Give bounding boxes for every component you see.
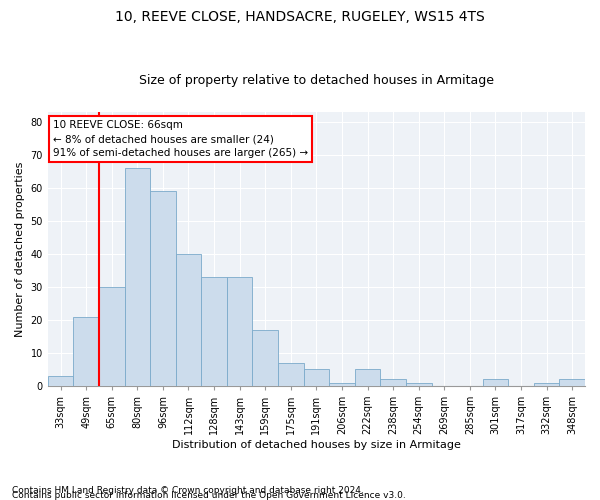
Text: 10, REEVE CLOSE, HANDSACRE, RUGELEY, WS15 4TS: 10, REEVE CLOSE, HANDSACRE, RUGELEY, WS1… [115,10,485,24]
Bar [559,380,585,386]
Bar [304,370,329,386]
Bar [406,382,431,386]
Bar [99,287,125,386]
Y-axis label: Number of detached properties: Number of detached properties [15,161,25,336]
Bar [73,316,99,386]
Bar [201,277,227,386]
Bar [534,382,559,386]
Text: 10 REEVE CLOSE: 66sqm
← 8% of detached houses are smaller (24)
91% of semi-detac: 10 REEVE CLOSE: 66sqm ← 8% of detached h… [53,120,308,158]
Text: Contains HM Land Registry data © Crown copyright and database right 2024.: Contains HM Land Registry data © Crown c… [12,486,364,495]
Bar [125,168,150,386]
Bar [329,382,355,386]
X-axis label: Distribution of detached houses by size in Armitage: Distribution of detached houses by size … [172,440,461,450]
Bar [48,376,73,386]
Bar [176,254,201,386]
Bar [355,370,380,386]
Bar [380,380,406,386]
Bar [253,330,278,386]
Bar [150,191,176,386]
Bar [482,380,508,386]
Text: Contains public sector information licensed under the Open Government Licence v3: Contains public sector information licen… [12,490,406,500]
Bar [278,363,304,386]
Bar [227,277,253,386]
Title: Size of property relative to detached houses in Armitage: Size of property relative to detached ho… [139,74,494,87]
